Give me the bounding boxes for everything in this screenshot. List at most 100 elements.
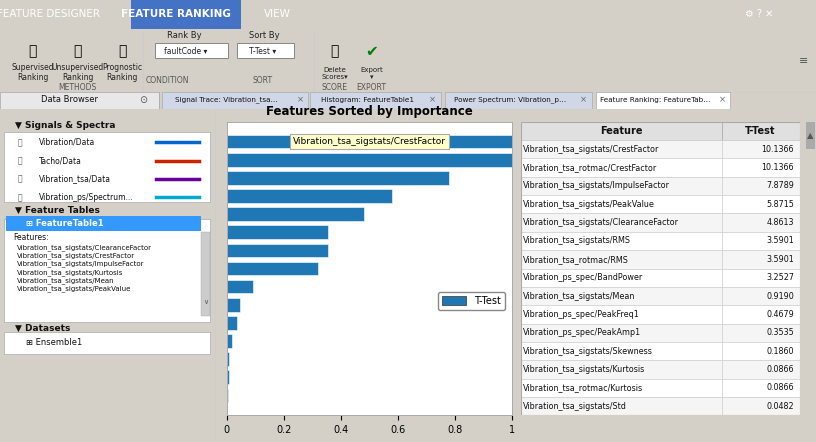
Bar [521,324,721,342]
Text: Feature Ranking: FeatureTab…: Feature Ranking: FeatureTab… [600,97,710,103]
Text: Export
▾: Export ▾ [360,67,383,80]
Bar [227,352,229,366]
Bar [521,158,721,177]
Bar [227,262,318,275]
FancyBboxPatch shape [131,0,241,29]
Text: Vibration_tsa_sigstats/ImpulseFactor: Vibration_tsa_sigstats/ImpulseFactor [17,261,144,267]
Text: Histogram: FeatureTable1: Histogram: FeatureTable1 [321,97,414,103]
Bar [721,305,800,324]
Text: FEATURE DESIGNER: FEATURE DESIGNER [0,9,100,19]
Text: Delete
Scores▾: Delete Scores▾ [322,67,348,80]
Bar [521,379,721,397]
Bar [721,360,800,379]
Bar [521,122,721,140]
Bar [721,177,800,195]
Bar [227,370,229,384]
Text: 3.2527: 3.2527 [766,273,794,282]
Text: Vibration_tsa_sigstats/CrestFactor: Vibration_tsa_sigstats/CrestFactor [17,252,135,259]
Bar [521,250,721,268]
FancyBboxPatch shape [7,216,201,231]
Text: 0.3535: 0.3535 [766,328,794,337]
Text: Vibration_tsa_rotmac/Kurtosis: Vibration_tsa_rotmac/Kurtosis [523,383,644,392]
Text: ⊞ FeatureTable1: ⊞ FeatureTable1 [26,218,104,228]
FancyBboxPatch shape [162,92,308,109]
Text: EXPORT: EXPORT [357,83,386,92]
Text: ⊞ Ensemble1: ⊞ Ensemble1 [26,338,82,347]
Text: Vibration_tsa_sigstats/ClearanceFactor: Vibration_tsa_sigstats/ClearanceFactor [523,218,680,227]
Text: 📊: 📊 [73,44,82,58]
Title: Features Sorted by Importance: Features Sorted by Importance [266,105,473,118]
Text: Vibration_tsa_sigstats/CrestFactor: Vibration_tsa_sigstats/CrestFactor [293,137,446,146]
Text: 0.1860: 0.1860 [766,347,794,356]
Text: Rank By: Rank By [167,31,202,40]
Bar [521,140,721,158]
Bar [521,287,721,305]
Text: 📈: 📈 [17,156,22,165]
Bar [227,316,237,330]
Text: Vibration_tsa_sigstats/Std: Vibration_tsa_sigstats/Std [523,402,628,411]
Text: Vibration_tsa/Data: Vibration_tsa/Data [39,175,111,183]
Bar [227,225,328,239]
Bar [721,232,800,250]
Bar [521,360,721,379]
Text: ✔: ✔ [365,44,378,59]
Bar [721,397,800,415]
Text: Vibration_tsa_sigstats/Kurtosis: Vibration_tsa_sigstats/Kurtosis [523,365,645,374]
Bar [721,324,800,342]
Text: VIEW: VIEW [264,9,290,19]
Text: Vibration_ps_spec/PeakFreq1: Vibration_ps_spec/PeakFreq1 [523,310,640,319]
Bar [227,244,328,257]
Text: FEATURE RANKING: FEATURE RANKING [121,9,230,19]
Legend: T-Test: T-Test [438,292,505,310]
Text: ≡: ≡ [799,56,808,66]
Text: Vibration_tsa_sigstats/PeakValue: Vibration_tsa_sigstats/PeakValue [17,286,131,292]
Text: Supervised
Ranking: Supervised Ranking [11,63,54,82]
Bar [721,122,800,140]
Text: 3.5901: 3.5901 [766,236,794,245]
Text: 📈: 📈 [17,138,22,147]
Text: T-Test ▾: T-Test ▾ [249,47,277,56]
Text: 📊: 📊 [118,44,126,58]
Bar [721,195,800,213]
Text: Power Spectrum: Vibration_p…: Power Spectrum: Vibration_p… [454,96,566,103]
Text: 📈: 📈 [17,175,22,183]
Text: Vibration_ps_spec/BandPower: Vibration_ps_spec/BandPower [523,273,644,282]
Bar [721,287,800,305]
Bar [721,379,800,397]
Bar [721,158,800,177]
Bar [227,389,228,402]
Text: METHODS: METHODS [59,83,96,92]
Bar [521,232,721,250]
Text: 📊: 📊 [29,44,37,58]
Bar [227,135,512,149]
Text: ×: × [297,95,304,104]
Text: 3.5901: 3.5901 [766,255,794,264]
Text: 🗑: 🗑 [330,44,339,58]
Text: ∨: ∨ [203,299,208,305]
Bar [521,305,721,324]
Text: 0.0482: 0.0482 [766,402,794,411]
Bar [521,177,721,195]
Bar [227,189,392,203]
Text: ▼ Feature Tables: ▼ Feature Tables [16,206,100,215]
Text: Vibration_ps/Spectrum...: Vibration_ps/Spectrum... [39,193,134,202]
Bar [227,298,240,312]
FancyBboxPatch shape [596,92,730,109]
Bar [521,268,721,287]
Text: 10.1366: 10.1366 [761,163,794,172]
Bar [227,171,449,185]
Text: Vibration_tsa_sigstats/Mean: Vibration_tsa_sigstats/Mean [523,292,636,301]
FancyBboxPatch shape [806,122,815,149]
Bar [721,250,800,268]
Text: Feature: Feature [600,126,642,136]
Text: Tacho/Data: Tacho/Data [39,156,82,165]
Bar [227,153,512,167]
Text: ⚙ ? ✕: ⚙ ? ✕ [745,9,773,19]
Text: Vibration_tsa_sigstats/RMS: Vibration_tsa_sigstats/RMS [523,236,632,245]
Text: 0.0866: 0.0866 [766,383,794,392]
Bar [721,342,800,360]
Text: 7.8789: 7.8789 [766,181,794,191]
Text: CONDITION: CONDITION [145,76,189,84]
Text: ×: × [429,95,436,104]
Text: 4.8613: 4.8613 [766,218,794,227]
